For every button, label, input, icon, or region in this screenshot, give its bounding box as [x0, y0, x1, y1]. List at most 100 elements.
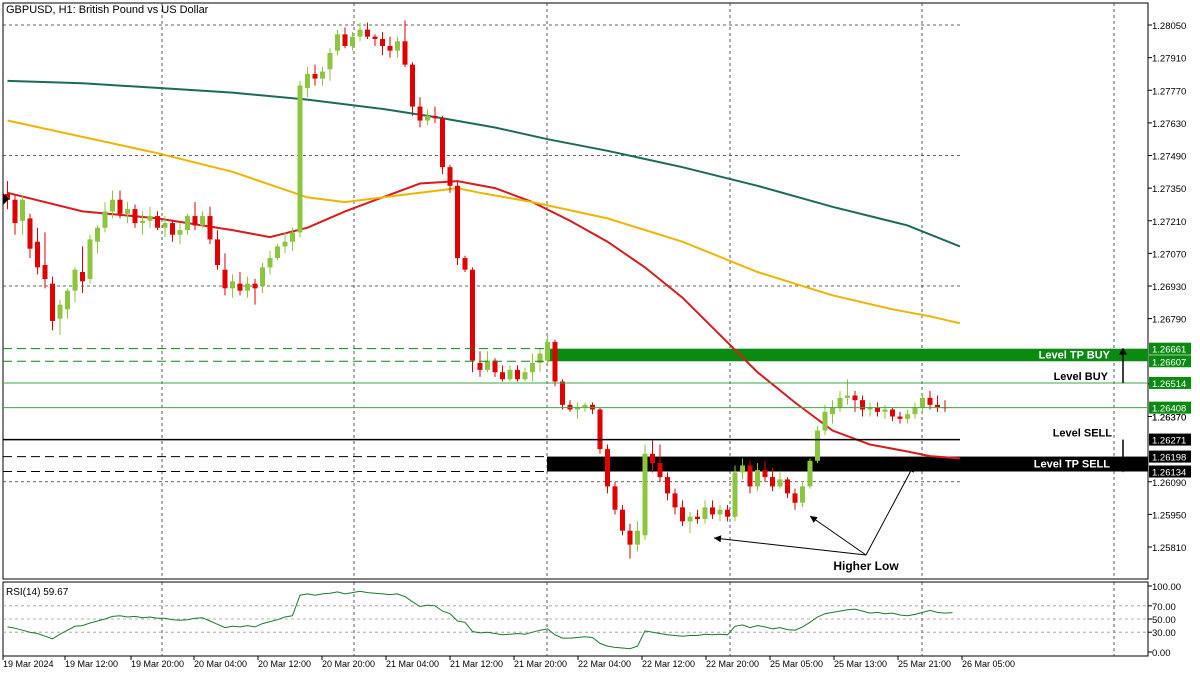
buy-target-arrowhead: [1119, 347, 1127, 355]
rsi-tick-label: 30.00: [1152, 628, 1176, 639]
candle-body: [627, 530, 633, 545]
candle-body: [717, 509, 723, 515]
time-tick-label: 21 Mar 04:00: [386, 659, 439, 669]
candles: [5, 20, 948, 559]
left-edge-marker: [3, 193, 9, 205]
candle-body: [905, 414, 910, 419]
candle-body: [845, 395, 850, 398]
rsi-tick-label: 100.00: [1152, 582, 1181, 593]
price-badge: [1149, 401, 1191, 414]
candle-body: [432, 115, 438, 119]
candle-body: [507, 369, 513, 380]
candle-body: [770, 477, 775, 487]
time-tick-label: 21 Mar 12:00: [450, 659, 503, 669]
price-badge-label: 1.26661: [1152, 345, 1186, 356]
candle-body: [72, 269, 78, 291]
candle-body: [560, 381, 565, 405]
candle-body: [800, 486, 805, 503]
candle-body: [395, 41, 400, 51]
candle-body: [687, 516, 693, 522]
candle-body: [635, 530, 640, 545]
candle-body: [425, 115, 430, 121]
candle-body: [672, 493, 678, 508]
candle-body: [350, 36, 355, 46]
candle-body: [582, 404, 588, 408]
candle-body: [125, 209, 130, 214]
candle-body: [110, 199, 115, 212]
candle-body: [372, 36, 378, 39]
candle-body: [830, 407, 835, 415]
candle-body: [402, 41, 408, 65]
candle-body: [620, 509, 625, 531]
candle-body: [837, 397, 843, 408]
candle-body: [140, 220, 145, 224]
candle-body: [492, 360, 498, 373]
candle-body: [657, 463, 663, 478]
price-panel-frame: [2, 2, 1149, 580]
candle-body: [522, 372, 528, 380]
candle-body: [87, 239, 93, 280]
candle-body: [875, 407, 880, 412]
candle-body: [447, 167, 453, 186]
candle-body: [252, 283, 258, 289]
candle-body: [852, 395, 858, 401]
candle-body: [162, 223, 168, 228]
candle-body: [275, 246, 280, 259]
time-tick-label: 19 Mar 2024: [3, 659, 54, 669]
moving-average-ma_slow: [7, 79, 961, 248]
candle-body: [20, 199, 25, 221]
candle-body: [267, 258, 273, 268]
candle-body: [327, 52, 333, 70]
higher-low-arrowhead: [810, 516, 818, 523]
candle-body: [237, 283, 243, 291]
price-tick-label: 1.26370: [1152, 413, 1186, 424]
candle-body: [200, 216, 205, 226]
time-tick-label: 22 Mar 12:00: [642, 659, 695, 669]
candle-body: [740, 465, 745, 473]
candle-body: [320, 71, 325, 79]
annotations: Higher Low: [713, 464, 915, 573]
candle-body: [485, 360, 490, 370]
candle-body: [777, 479, 783, 487]
time-tick-label: 19 Mar 20:00: [131, 659, 184, 669]
candle-body: [27, 218, 33, 249]
candle-body: [747, 465, 753, 487]
candle-body: [95, 227, 100, 242]
tp-buy-zone: [547, 348, 1148, 362]
candle-body: [42, 265, 48, 280]
price-tick-label: 1.28050: [1152, 21, 1186, 32]
label-level-buy: Level BUY: [1054, 371, 1109, 383]
time-tick-label: 22 Mar 20:00: [706, 659, 759, 669]
candle-body: [342, 34, 348, 46]
candle-body: [297, 85, 303, 233]
candle-body: [755, 470, 760, 487]
candle-body: [80, 272, 85, 282]
price-badge: [1149, 433, 1191, 446]
candle-body: [815, 430, 820, 461]
moving-averages: [7, 79, 961, 460]
candle-body: [230, 281, 235, 289]
price-tick-label: 1.27350: [1152, 184, 1186, 195]
candle-body: [470, 269, 475, 361]
candle-body: [207, 216, 213, 240]
candle-body: [312, 73, 318, 79]
candle-body: [762, 470, 768, 478]
time-tick-label: 25 Mar 05:00: [770, 659, 823, 669]
candle-body: [882, 409, 888, 412]
candle-body: [12, 199, 18, 224]
candle-body: [410, 64, 415, 107]
time-tick-label: 21 Mar 20:00: [514, 659, 567, 669]
time-tick-label: 20 Mar 12:00: [258, 659, 311, 669]
candle-body: [357, 29, 363, 37]
higher-low-pointer: [865, 464, 915, 556]
price-tick-label: 1.26090: [1152, 478, 1186, 489]
candle-body: [927, 397, 933, 405]
candle-body: [920, 397, 925, 408]
price-tick-label: 1.27910: [1152, 54, 1186, 65]
candle-body: [545, 341, 550, 361]
grid: [3, 3, 1115, 656]
candle-body: [702, 507, 708, 520]
time-tick-label: 19 Mar 12:00: [65, 659, 118, 669]
